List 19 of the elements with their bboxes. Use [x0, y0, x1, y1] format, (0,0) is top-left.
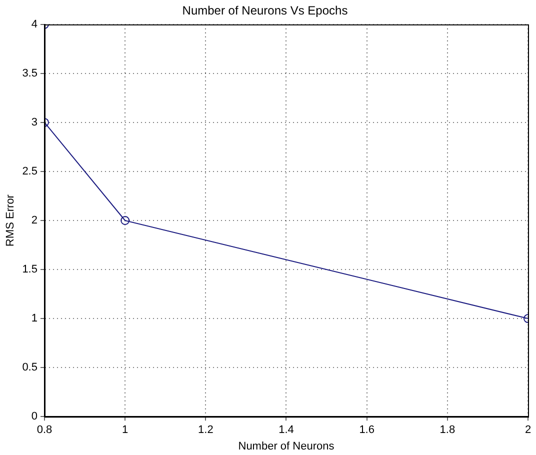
y-tick-label: 1	[31, 312, 38, 325]
x-axis-title: Number of Neurons	[238, 440, 335, 452]
y-tick-label: 1.5	[22, 264, 38, 276]
x-tick-label: 0.8	[36, 424, 52, 436]
x-tick-label: 2	[524, 424, 532, 436]
x-tick-label: 1	[122, 424, 128, 436]
x-tick-label: 1.6	[359, 424, 374, 436]
y-tick-label: 3.5	[22, 67, 38, 80]
y-axis-title: RMS Error	[4, 194, 17, 246]
y-tick-label: 3	[31, 116, 38, 128]
y-tick-label: 2.5	[22, 166, 38, 178]
y-tick-label: 0.5	[22, 362, 38, 374]
y-tick-label: 0	[31, 410, 38, 423]
x-tick-label: 1.8	[440, 424, 456, 436]
x-tick-label: 1.2	[198, 424, 214, 436]
y-tick-label: 2	[31, 214, 38, 227]
y-tick-label: 4	[31, 18, 38, 30]
chart-title: Number of Neurons Vs Epochs	[182, 4, 348, 18]
x-tick-label: 1.4	[278, 424, 294, 436]
